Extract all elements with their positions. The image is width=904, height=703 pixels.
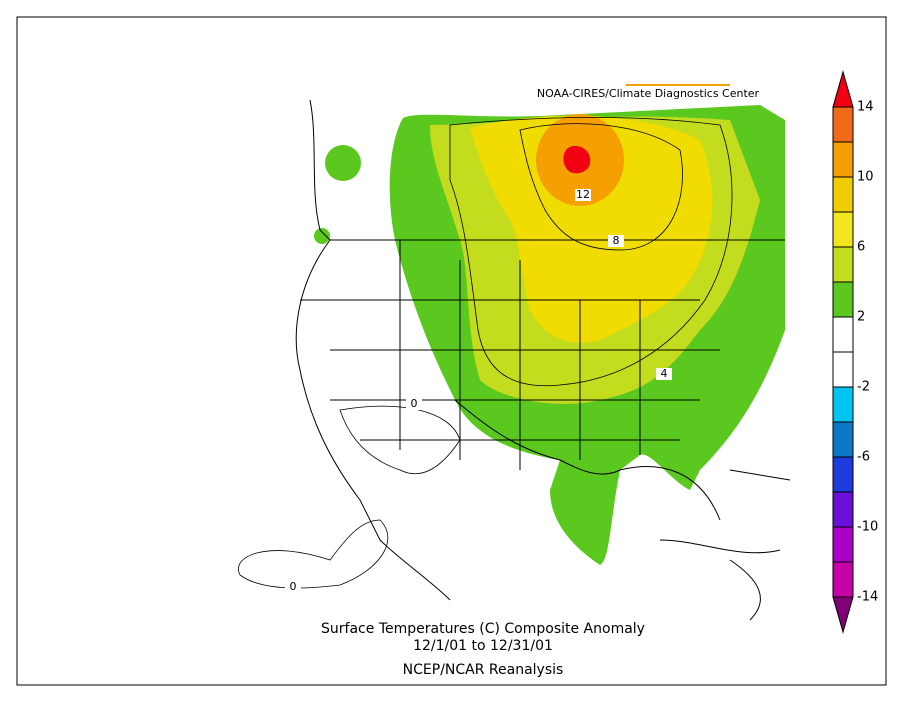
contour-label-box xyxy=(656,368,672,380)
legend-label: 2 xyxy=(857,310,865,325)
map xyxy=(238,99,791,621)
anomaly-12-14 xyxy=(563,145,591,174)
legend-label: -10 xyxy=(857,520,878,535)
contour-label: 0 xyxy=(290,580,297,593)
contour-label: 0 xyxy=(411,397,418,410)
legend-label: -6 xyxy=(857,450,870,465)
caption-dates: 12/1/01 to 12/31/01 xyxy=(413,638,553,654)
anomaly-6-10 xyxy=(470,115,713,343)
legend-swatch xyxy=(832,456,854,493)
caption-source: NCEP/NCAR Reanalysis xyxy=(403,662,564,678)
legend-swatch xyxy=(832,386,854,423)
caption-title: Surface Temperatures (C) Composite Anoma… xyxy=(321,621,645,637)
legend-swatch xyxy=(832,351,854,388)
legend-label: 6 xyxy=(857,240,865,255)
legend-swatch xyxy=(832,491,854,528)
legend-swatch xyxy=(832,316,854,353)
borders xyxy=(295,99,791,621)
anomaly-2-4 xyxy=(325,145,361,181)
contour-label-box xyxy=(285,581,301,593)
legend-swatch xyxy=(832,561,854,598)
legend-swatch xyxy=(832,596,854,634)
colorbar: 14 10 6 2 -2 -6 -10 -14 xyxy=(832,70,878,634)
legend-label: -2 xyxy=(857,380,870,395)
contour-labels: 12 8 4 0 0 xyxy=(285,188,672,593)
contour-label: 4 xyxy=(661,367,668,380)
legend-label: 10 xyxy=(857,170,874,185)
contour-label-box xyxy=(608,235,624,247)
legend-swatch xyxy=(832,526,854,563)
contour-label-box xyxy=(575,189,591,201)
legend-swatch xyxy=(832,176,854,213)
contour-label: 12 xyxy=(576,188,590,201)
legend-swatch xyxy=(832,106,854,143)
anomaly-2-4 xyxy=(314,228,330,244)
legend-swatch xyxy=(832,421,854,458)
contour-label-box xyxy=(406,398,422,410)
legend-label: 14 xyxy=(857,100,874,115)
legend-label: -14 xyxy=(857,590,878,605)
contour-label: 8 xyxy=(613,234,620,247)
legend-swatch xyxy=(832,141,854,178)
credit: NOAA-CIRES/Climate Diagnostics Center xyxy=(537,87,760,100)
legend-swatch xyxy=(832,281,854,318)
legend-swatch xyxy=(832,211,854,248)
legend-swatch xyxy=(832,246,854,283)
